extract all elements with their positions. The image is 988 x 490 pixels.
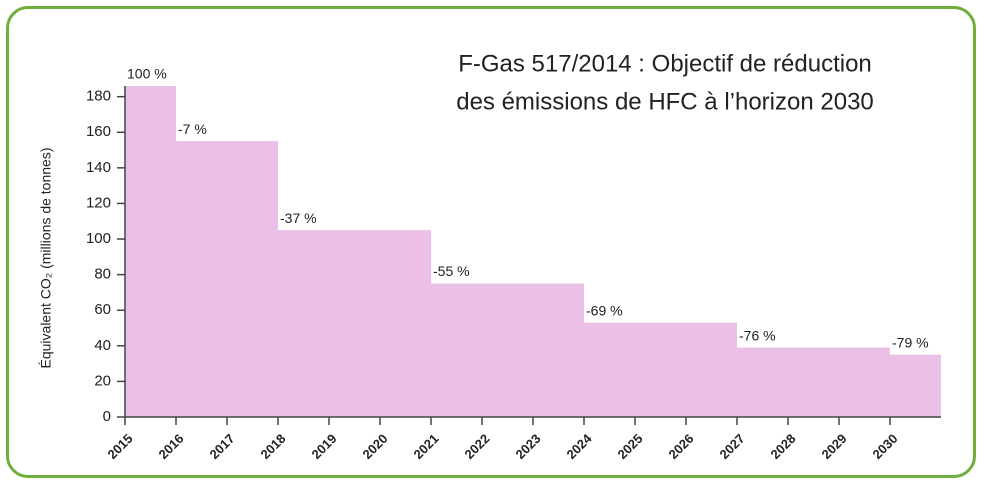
y-tick-label: 80 xyxy=(94,266,111,283)
y-tick-label: 100 xyxy=(86,230,111,247)
chart-title: F-Gas 517/2014 : Objectif de réduction xyxy=(458,50,872,77)
frame xyxy=(6,6,976,478)
x-tick-label: 2017 xyxy=(206,431,237,462)
x-tick-label: 2023 xyxy=(512,431,543,462)
value-label: -69 % xyxy=(586,302,623,318)
x-tick-label: 2024 xyxy=(563,430,595,462)
bar xyxy=(278,230,431,417)
x-tick-label: 2029 xyxy=(818,431,849,462)
value-label: -7 % xyxy=(178,121,207,137)
x-tick-label: 2019 xyxy=(308,431,339,462)
bar xyxy=(890,354,941,417)
value-label: -76 % xyxy=(739,327,776,343)
bar xyxy=(737,347,890,417)
y-tick-label: 40 xyxy=(94,337,111,354)
value-label: -37 % xyxy=(280,210,317,226)
y-tick-label: 140 xyxy=(86,159,111,176)
x-tick-label: 2025 xyxy=(614,431,645,462)
x-tick-label: 2027 xyxy=(716,431,747,462)
x-tick-label: 2026 xyxy=(665,431,696,462)
value-label: 100 % xyxy=(127,66,167,82)
y-tick-label: 180 xyxy=(86,88,111,105)
value-label: -79 % xyxy=(892,334,929,350)
value-label: -55 % xyxy=(433,263,470,279)
y-tick-label: 160 xyxy=(86,123,111,140)
bar xyxy=(584,322,737,417)
x-tick-label: 2022 xyxy=(461,431,492,462)
y-tick-label: 20 xyxy=(94,372,111,389)
x-tick-label: 2016 xyxy=(155,431,186,462)
y-axis-label: Équivalent CO₂ (millions de tonnes) xyxy=(38,148,54,369)
y-tick-label: 60 xyxy=(94,301,111,318)
x-tick-label: 2030 xyxy=(869,431,900,462)
chart-title: des émissions de HFC à l’horizon 2030 xyxy=(456,88,874,115)
bar xyxy=(431,283,584,417)
x-tick-label: 2015 xyxy=(104,431,135,462)
x-tick-label: 2018 xyxy=(257,431,288,462)
x-tick-label: 2021 xyxy=(410,431,441,462)
y-tick-label: 120 xyxy=(86,194,111,211)
bar xyxy=(176,141,278,417)
bar xyxy=(125,86,176,417)
x-tick-label: 2028 xyxy=(767,431,798,462)
y-tick-label: 0 xyxy=(103,408,111,425)
x-tick-label: 2020 xyxy=(359,431,390,462)
